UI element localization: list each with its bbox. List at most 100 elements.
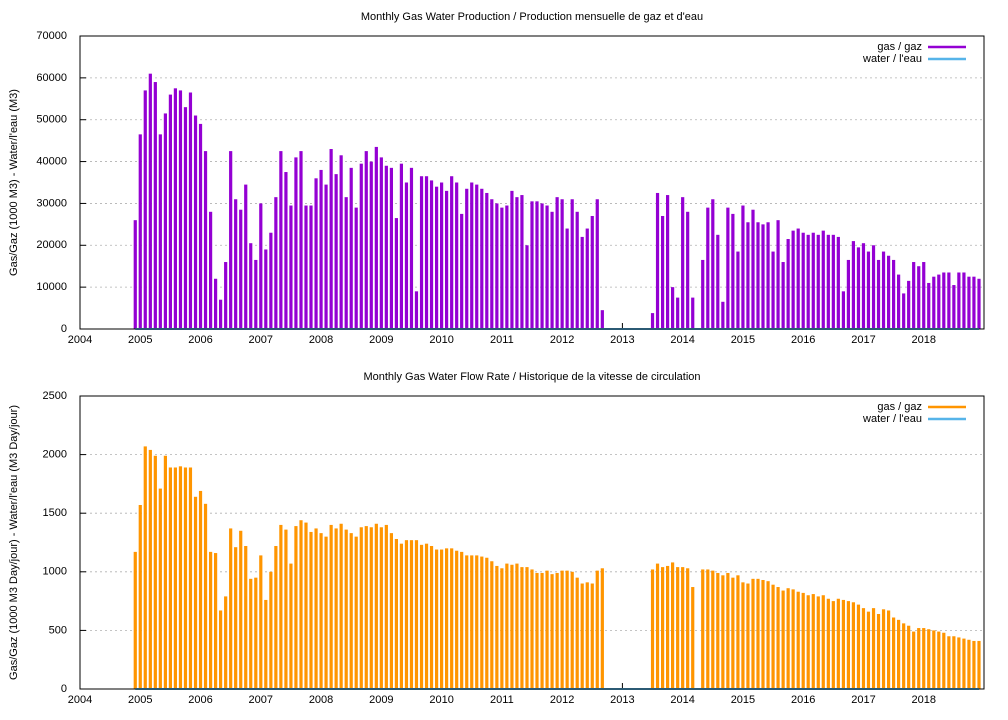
x-tick-label: 2011 xyxy=(490,694,514,706)
bar xyxy=(851,241,856,329)
bar xyxy=(158,134,162,329)
y-tick-label: 2500 xyxy=(43,390,67,402)
bar xyxy=(821,595,825,689)
x-tick-label: 2009 xyxy=(369,694,393,706)
bar xyxy=(470,182,474,329)
bar xyxy=(726,207,730,329)
bar xyxy=(369,527,373,689)
bar xyxy=(329,149,333,329)
bar xyxy=(751,209,755,329)
bar xyxy=(324,184,328,329)
bar xyxy=(249,578,253,689)
bar xyxy=(660,567,665,689)
bar xyxy=(570,571,574,689)
y-tick-label: 40000 xyxy=(36,155,67,167)
bar xyxy=(394,218,398,329)
bar xyxy=(856,247,861,329)
bar xyxy=(525,567,529,689)
bar xyxy=(741,582,745,689)
bar xyxy=(208,211,213,329)
bar xyxy=(500,568,504,689)
bar xyxy=(419,544,424,689)
x-tick-label: 2006 xyxy=(188,334,212,346)
bar xyxy=(595,570,599,689)
bar xyxy=(319,533,323,689)
bar xyxy=(168,467,172,689)
bar xyxy=(841,291,845,329)
bar xyxy=(761,224,765,329)
bar xyxy=(304,205,308,329)
bar xyxy=(465,188,469,329)
y-tick-label: 20000 xyxy=(36,239,67,251)
bar xyxy=(681,197,685,329)
bar xyxy=(871,608,876,689)
bar xyxy=(811,594,815,689)
bar xyxy=(349,167,353,329)
bar xyxy=(389,167,393,329)
legend-label: gas / gaz xyxy=(877,401,922,413)
bar xyxy=(163,113,167,329)
bar xyxy=(937,274,941,329)
bar xyxy=(364,526,368,689)
bar xyxy=(460,213,464,329)
bar xyxy=(214,553,218,689)
bar xyxy=(490,199,494,329)
bar xyxy=(193,496,198,689)
bar xyxy=(655,192,660,329)
bar xyxy=(198,490,203,689)
bar xyxy=(510,190,514,329)
x-tick-label: 2014 xyxy=(670,334,694,346)
bar xyxy=(816,234,820,329)
bar xyxy=(565,228,569,329)
x-tick-label: 2017 xyxy=(851,334,875,346)
x-tick-label: 2011 xyxy=(490,334,514,346)
bar xyxy=(224,596,228,689)
bar xyxy=(650,569,655,689)
bar xyxy=(279,151,283,329)
bar xyxy=(962,272,966,329)
bar xyxy=(540,572,544,689)
y-tick-label: 0 xyxy=(61,323,67,335)
x-tick-label: 2004 xyxy=(68,694,92,706)
bar xyxy=(424,543,429,689)
bar xyxy=(530,201,534,329)
bar xyxy=(520,567,524,689)
bar xyxy=(967,276,971,329)
bar xyxy=(655,563,660,689)
bar xyxy=(550,211,554,329)
bar xyxy=(188,92,193,329)
bar xyxy=(972,640,976,689)
bar xyxy=(846,259,850,329)
bar xyxy=(234,547,238,689)
bar xyxy=(254,259,258,329)
bar xyxy=(897,619,901,689)
bar xyxy=(942,272,946,329)
bar xyxy=(881,251,886,329)
bar xyxy=(972,276,976,329)
bar xyxy=(163,455,167,689)
bar xyxy=(168,94,172,329)
chart-title: Monthly Gas Water Flow Rate / Historique… xyxy=(363,371,700,383)
bar xyxy=(359,527,363,689)
bar xyxy=(927,282,931,329)
bar xyxy=(671,287,675,329)
bar xyxy=(686,568,690,689)
bar xyxy=(419,176,424,329)
bar xyxy=(701,259,705,329)
bar xyxy=(495,565,499,689)
bar xyxy=(450,548,454,689)
bar xyxy=(731,577,735,689)
bar xyxy=(801,592,805,689)
bar xyxy=(585,228,589,329)
bar xyxy=(731,213,735,329)
bar xyxy=(841,599,845,689)
bar xyxy=(158,488,162,689)
bar xyxy=(304,522,308,689)
bar xyxy=(404,540,409,689)
bar xyxy=(530,569,534,689)
bar xyxy=(203,503,208,689)
bar xyxy=(409,540,414,689)
bar xyxy=(334,528,338,689)
bar xyxy=(922,628,926,689)
bar xyxy=(846,601,850,689)
